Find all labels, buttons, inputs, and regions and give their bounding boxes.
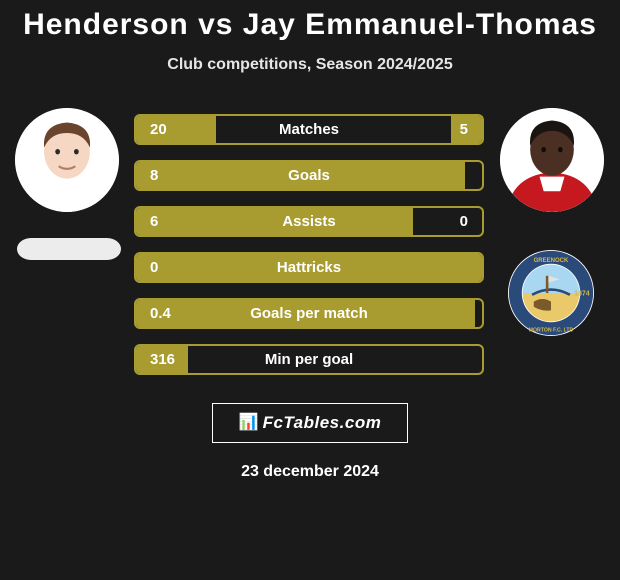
stat-left-value: 0.4 — [150, 305, 171, 322]
stat-label: Goals — [288, 167, 330, 184]
stat-left-value: 6 — [150, 213, 158, 230]
crest-text-top: GREENOCK — [534, 258, 569, 264]
stat-label: Min per goal — [265, 351, 353, 368]
main-row: 20 5 Matches 8 Goals 6 0 Assists 0 Hattricks 0.4 Go… — [0, 108, 620, 375]
stat-bar: 316 Min per goal — [134, 344, 484, 375]
page-subtitle: Club competitions, Season 2024/2025 — [0, 56, 620, 74]
stat-right-value: 0 — [460, 213, 468, 230]
infographic-container: Henderson vs Jay Emmanuel-Thomas Club co… — [0, 0, 620, 580]
stat-bar: 8 Goals — [134, 160, 484, 191]
player-right-avatar — [500, 108, 604, 212]
stat-fill-left — [136, 116, 216, 143]
brand-text: FcTables.com — [263, 413, 382, 433]
stat-bar: 0.4 Goals per match — [134, 298, 484, 329]
stat-bar: 6 0 Assists — [134, 206, 484, 237]
stat-left-value: 8 — [150, 167, 158, 184]
footer-date: 23 december 2024 — [0, 463, 620, 481]
page-title: Henderson vs Jay Emmanuel-Thomas — [0, 8, 620, 42]
stat-label: Assists — [282, 213, 335, 230]
player-left-avatar — [15, 108, 119, 212]
crest-year: 1874 — [574, 291, 589, 298]
club-right-badge: GREENOCK 1874 MORTON F.C. LTD — [508, 250, 594, 336]
stat-bar: 0 Hattricks — [134, 252, 484, 283]
player-right-column: GREENOCK 1874 MORTON F.C. LTD — [484, 108, 612, 336]
stat-left-value: 20 — [150, 121, 167, 138]
stat-bar: 20 5 Matches — [134, 114, 484, 145]
stat-right-value: 5 — [460, 121, 468, 138]
stat-label: Goals per match — [250, 305, 368, 322]
stat-left-value: 0 — [150, 259, 158, 276]
stat-left-value: 316 — [150, 351, 175, 368]
stat-label: Hattricks — [277, 259, 341, 276]
stat-label: Matches — [279, 121, 339, 138]
stats-bars: 20 5 Matches 8 Goals 6 0 Assists 0 Hattricks 0.4 Go… — [134, 108, 484, 375]
brand-box: 📊 FcTables.com — [212, 403, 408, 443]
stat-fill-left — [136, 208, 413, 235]
player-left-column — [8, 108, 134, 260]
crest-text-bottom: MORTON F.C. LTD — [529, 328, 574, 334]
club-left-badge — [17, 238, 121, 260]
brand-icon: 📊 — [239, 415, 259, 431]
